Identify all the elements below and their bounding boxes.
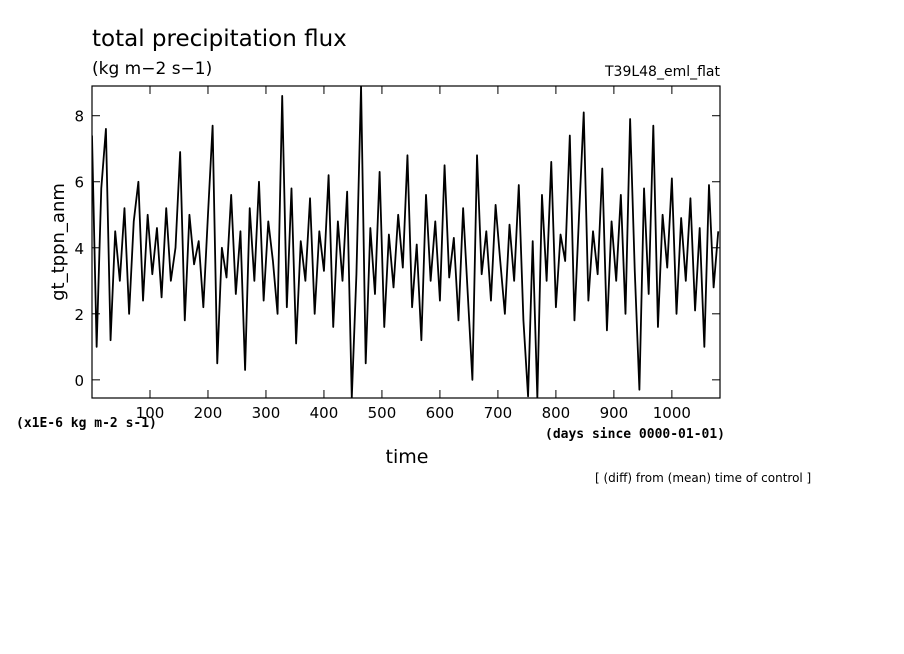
chart-subtitle: (kg m−2 s−1) <box>92 59 212 79</box>
x-tick-label: 500 <box>368 404 397 422</box>
x-axis-label: time <box>386 446 429 468</box>
chart-title: total precipitation flux <box>92 26 347 52</box>
experiment-label: T39L48_eml_flat <box>604 64 721 80</box>
footnote: [ (diff) from (mean) time of control ] <box>595 471 811 485</box>
y-tick-label: 2 <box>74 306 84 324</box>
x-tick-label: 900 <box>600 404 629 422</box>
x-tick-label: 200 <box>194 404 223 422</box>
y-unit-note: (x1E-6 kg m-2 s-1) <box>16 416 157 431</box>
y-tick-label: 4 <box>74 240 84 258</box>
x-tick-label: 1000 <box>653 404 691 422</box>
plot-frame <box>91 85 721 399</box>
y-tick-label: 6 <box>74 174 84 192</box>
x-unit-note: (days since 0000-01-01) <box>545 427 725 442</box>
y-tick-label: 8 <box>74 108 84 126</box>
x-tick-label: 300 <box>252 404 281 422</box>
x-tick-label: 600 <box>426 404 455 422</box>
x-tick-label: 400 <box>310 404 339 422</box>
data-line <box>92 86 720 398</box>
x-tick-label: 100 <box>136 404 165 422</box>
x-tick-label: 700 <box>484 404 513 422</box>
y-axis-label: gt_tppn_anm <box>48 183 69 301</box>
y-tick-label: 0 <box>74 372 84 390</box>
x-tick-label: 800 <box>542 404 571 422</box>
